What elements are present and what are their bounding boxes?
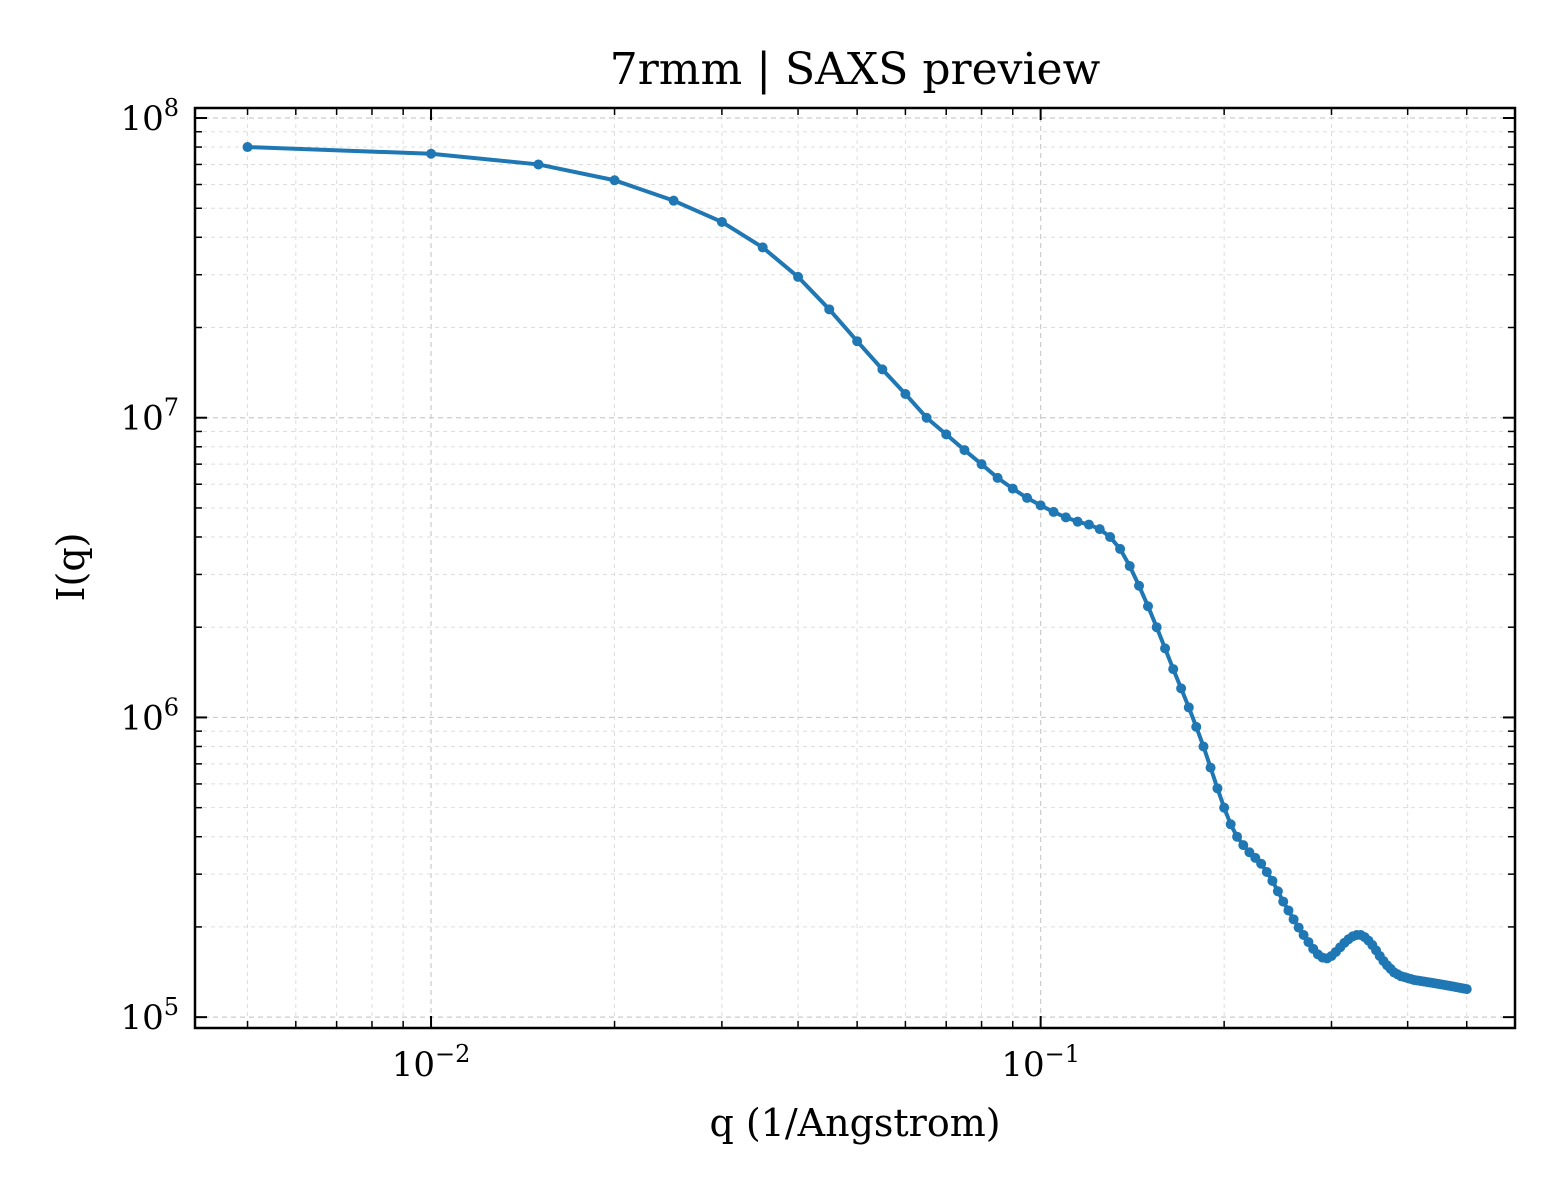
data-point bbox=[1272, 886, 1283, 897]
data-point bbox=[1160, 643, 1171, 654]
data-point bbox=[1035, 500, 1046, 511]
chart-title: 7rmm | SAXS preview bbox=[610, 44, 1101, 95]
data-point bbox=[1288, 914, 1299, 925]
data-point bbox=[976, 459, 987, 470]
data-point bbox=[1094, 524, 1105, 535]
data-point bbox=[1219, 802, 1230, 813]
data-point bbox=[877, 364, 888, 375]
data-point bbox=[1083, 519, 1094, 530]
data-point bbox=[900, 388, 911, 399]
data-point bbox=[1267, 875, 1278, 886]
data-point bbox=[793, 271, 804, 282]
data-point bbox=[1168, 664, 1179, 675]
data-point bbox=[1232, 831, 1243, 842]
data-point bbox=[921, 412, 932, 423]
data-point bbox=[1256, 858, 1267, 869]
data-point bbox=[533, 159, 544, 170]
data-point bbox=[992, 472, 1003, 483]
data-point bbox=[959, 445, 970, 456]
data-point bbox=[1007, 483, 1018, 494]
data-point bbox=[1105, 531, 1116, 542]
y-tick-label: 106 bbox=[120, 693, 179, 738]
y-axis-label: I(q) bbox=[49, 533, 93, 602]
data-point bbox=[1060, 512, 1071, 523]
data-point bbox=[1191, 721, 1202, 732]
data-point bbox=[1115, 543, 1126, 554]
data-point bbox=[1198, 741, 1209, 752]
y-tick-label: 107 bbox=[120, 394, 179, 439]
data-point bbox=[1142, 601, 1153, 612]
data-point bbox=[1212, 783, 1223, 794]
data-point bbox=[941, 429, 952, 440]
data-point bbox=[757, 242, 768, 253]
data-point bbox=[1022, 492, 1033, 503]
grid bbox=[195, 108, 1515, 1028]
data-point bbox=[1238, 840, 1249, 851]
data-point bbox=[1072, 516, 1083, 527]
data-point bbox=[852, 336, 863, 347]
data-point bbox=[1298, 929, 1309, 940]
series-layer bbox=[242, 142, 1472, 995]
data-point bbox=[426, 148, 437, 159]
data-point bbox=[1261, 866, 1272, 877]
data-point bbox=[1048, 506, 1059, 517]
data-point bbox=[1151, 622, 1162, 633]
data-point bbox=[1176, 683, 1187, 694]
data-point bbox=[1278, 896, 1289, 907]
data-point bbox=[1183, 702, 1194, 713]
data-point bbox=[1293, 922, 1304, 933]
data-point bbox=[824, 304, 835, 315]
data-point bbox=[1461, 984, 1472, 995]
x-axis-label: q (1/Angstrom) bbox=[709, 1101, 1000, 1145]
data-point bbox=[242, 142, 253, 153]
data-point bbox=[1205, 762, 1216, 773]
data-point bbox=[668, 195, 679, 206]
plot-frame bbox=[193, 106, 1517, 1030]
data-point bbox=[609, 175, 620, 186]
data-point bbox=[1225, 819, 1236, 830]
data-point bbox=[1124, 561, 1135, 572]
data-point bbox=[716, 216, 727, 227]
data-point bbox=[1134, 580, 1145, 591]
data-point bbox=[1283, 905, 1294, 916]
